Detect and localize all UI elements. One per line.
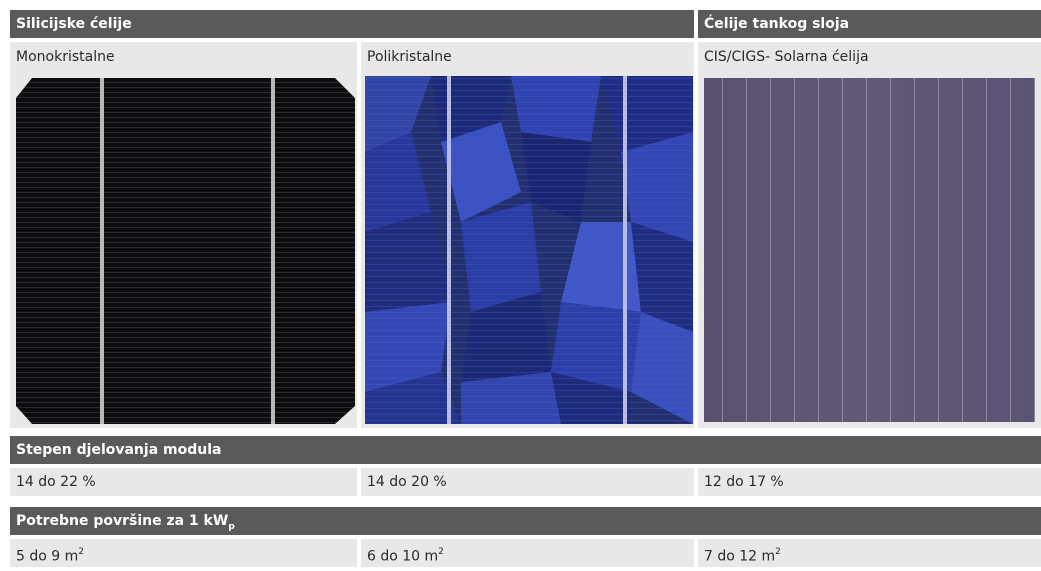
col-name-poly-label: Polikristalne bbox=[367, 49, 452, 65]
image-cell-poly bbox=[361, 72, 694, 428]
header-efficiency-label: Stepen djelovanja modula bbox=[16, 442, 222, 458]
image-cell-mono bbox=[10, 72, 357, 428]
efficiency-poly: 14 do 20 % bbox=[361, 468, 694, 496]
col-name-poly: Polikristalne bbox=[361, 42, 694, 72]
col-name-cis: CIS/CIGS- Solarna ćelija bbox=[698, 42, 1041, 72]
area-poly: 6 do 10 m2 bbox=[361, 539, 694, 567]
header-thin-film-cells: Ćelije tankog sloja bbox=[698, 10, 1041, 38]
header-silicon-label: Silicijske ćelije bbox=[16, 16, 132, 32]
header-area-label: Potrebne površine za 1 kW bbox=[16, 513, 229, 529]
col-name-cis-label: CIS/CIGS- Solarna ćelija bbox=[704, 49, 869, 65]
area-cis-exp: 2 bbox=[775, 547, 781, 557]
area-poly-exp: 2 bbox=[438, 547, 444, 557]
poly-cell-image bbox=[365, 76, 693, 424]
area-mono-exp: 2 bbox=[78, 547, 84, 557]
efficiency-poly-value: 14 do 20 % bbox=[367, 474, 447, 490]
area-poly-value: 6 do 10 m bbox=[367, 548, 439, 565]
header-area-sub: p bbox=[228, 521, 235, 532]
area-mono: 5 do 9 m2 bbox=[10, 539, 357, 567]
mono-cell-image bbox=[16, 78, 355, 424]
efficiency-cis-value: 12 do 17 % bbox=[704, 474, 784, 490]
header-efficiency: Stepen djelovanja modula bbox=[10, 436, 1041, 464]
col-name-mono-label: Monokristalne bbox=[16, 49, 115, 65]
area-cis: 7 do 12 m2 bbox=[698, 539, 1041, 567]
col-name-mono: Monokristalne bbox=[10, 42, 357, 72]
header-area: Potrebne površine za 1 kWp bbox=[10, 507, 1041, 535]
efficiency-mono-value: 14 do 22 % bbox=[16, 474, 96, 490]
area-mono-value: 5 do 9 m bbox=[16, 548, 79, 565]
efficiency-mono: 14 do 22 % bbox=[10, 468, 357, 496]
cis-cell-image bbox=[704, 78, 1035, 422]
efficiency-cis: 12 do 17 % bbox=[698, 468, 1041, 496]
header-silicon-cells: Silicijske ćelije bbox=[10, 10, 694, 38]
header-thin-film-label: Ćelije tankog sloja bbox=[704, 16, 850, 32]
image-cell-cis bbox=[698, 72, 1041, 428]
area-cis-value: 7 do 12 m bbox=[704, 548, 776, 565]
